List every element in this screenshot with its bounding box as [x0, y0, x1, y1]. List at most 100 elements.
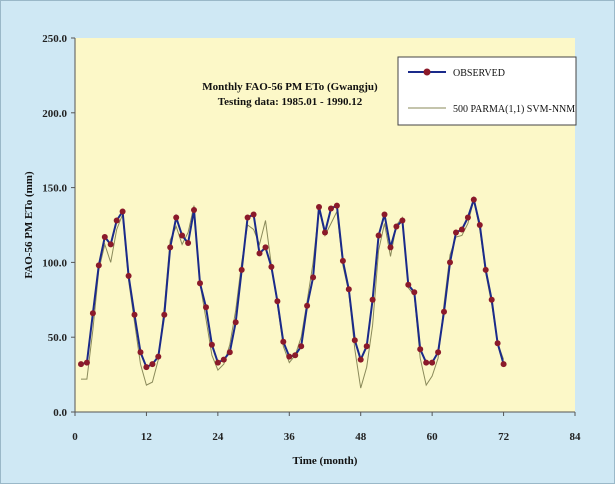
- observed-point: [298, 343, 305, 350]
- x-tick-label: 48: [355, 431, 367, 443]
- observed-point: [316, 204, 322, 210]
- observed-point: [250, 211, 257, 218]
- observed-point: [137, 349, 144, 356]
- observed-point: [333, 202, 340, 209]
- x-axis-label: Time (month): [293, 455, 358, 467]
- observed-point: [357, 356, 364, 363]
- observed-point: [89, 310, 96, 317]
- chart-title: Monthly FAO-56 PM ETo (Gwangju): [202, 81, 378, 93]
- x-tick-label: 84: [570, 431, 582, 443]
- observed-point: [256, 250, 263, 257]
- observed-point: [185, 240, 192, 246]
- observed-point: [274, 298, 281, 305]
- observed-point: [447, 259, 453, 266]
- chart-subtitle: Testing data: 1985.01 - 1990.12: [218, 96, 363, 108]
- legend-box: [397, 56, 577, 126]
- observed-point: [191, 207, 197, 213]
- observed-point: [238, 266, 245, 273]
- observed-point: [399, 217, 406, 224]
- observed-point: [131, 311, 138, 318]
- observed-point: [101, 234, 108, 240]
- observed-point: [417, 346, 424, 353]
- observed-point: [161, 311, 168, 318]
- observed-point: [95, 262, 102, 269]
- observed-point: [339, 257, 346, 264]
- series-line-model: [81, 199, 505, 389]
- x-tick-label: 0: [72, 431, 78, 443]
- legend: OBSERVED 500 PARMA(1,1) SVM-NNM: [397, 56, 577, 126]
- observed-point: [155, 353, 162, 360]
- observed-point: [113, 217, 120, 224]
- observed-point: [345, 286, 352, 293]
- y-axis-label: FAO-56 PM ETo (mm): [23, 171, 35, 279]
- observed-point: [470, 196, 477, 203]
- observed-point: [464, 214, 471, 221]
- legend-model-label: 500 PARMA(1,1) SVM-NNM: [453, 104, 575, 115]
- observed-point: [381, 211, 388, 218]
- observed-point: [476, 222, 483, 228]
- observed-point: [220, 356, 227, 363]
- observed-point: [423, 359, 430, 366]
- observed-point: [488, 296, 495, 303]
- observed-point: [143, 364, 150, 371]
- observed-point: [173, 214, 180, 221]
- x-tick-label: 36: [284, 431, 296, 443]
- observed-point: [363, 343, 370, 350]
- observed-point: [214, 359, 221, 366]
- observed-point: [411, 289, 418, 296]
- y-tick-label: 100.0: [42, 257, 67, 269]
- observed-point: [232, 319, 239, 326]
- y-tick-label: 0.0: [53, 407, 67, 419]
- observed-point: [262, 244, 269, 251]
- y-tick-label: 250.0: [42, 33, 67, 45]
- observed-point: [292, 352, 299, 359]
- legend-observed-marker: [423, 68, 431, 76]
- observed-point: [78, 361, 84, 368]
- observed-point: [435, 349, 442, 356]
- observed-point: [369, 296, 376, 303]
- y-tick-label: 150.0: [42, 183, 67, 195]
- observed-point: [268, 263, 275, 270]
- observed-point: [393, 223, 400, 230]
- observed-point: [500, 361, 507, 368]
- observed-point: [482, 266, 489, 273]
- x-tick-label: 60: [427, 431, 439, 443]
- x-tick-label: 72: [498, 431, 510, 443]
- x-tick-label: 24: [212, 431, 224, 443]
- observed-point: [203, 304, 209, 311]
- observed-point: [387, 244, 394, 251]
- y-tick-label: 50.0: [48, 332, 68, 344]
- observed-point: [441, 308, 447, 315]
- series-layer: [78, 195, 507, 389]
- observed-point: [125, 272, 132, 279]
- y-tick-label: 200.0: [42, 108, 67, 120]
- observed-point: [453, 229, 459, 236]
- observed-point: [494, 340, 501, 347]
- x-axis-ticks: 0 12 24 36 48 60 72 84: [72, 412, 581, 443]
- observed-point: [310, 274, 317, 281]
- observed-point: [226, 349, 233, 356]
- observed-point: [179, 232, 186, 239]
- legend-observed-label: OBSERVED: [453, 68, 505, 79]
- x-tick-label: 12: [141, 431, 153, 443]
- observed-point: [286, 353, 293, 360]
- observed-point: [107, 241, 114, 248]
- observed-point: [208, 341, 215, 348]
- observed-point: [280, 338, 287, 345]
- observed-point: [304, 302, 311, 309]
- observed-point: [351, 337, 358, 344]
- observed-point: [244, 214, 251, 221]
- observed-point: [149, 361, 156, 368]
- observed-point: [405, 281, 412, 288]
- y-axis-ticks: 0.0 50.0 100.0 150.0 200.0 250.0: [42, 33, 75, 419]
- observed-point: [167, 244, 174, 251]
- observed-point: [328, 205, 334, 212]
- observed-point: [375, 232, 382, 239]
- observed-point: [197, 280, 203, 287]
- observed-point: [458, 226, 465, 233]
- observed-point: [429, 359, 436, 366]
- observed-point: [119, 208, 126, 215]
- observed-point: [322, 229, 328, 236]
- observed-point: [83, 359, 90, 366]
